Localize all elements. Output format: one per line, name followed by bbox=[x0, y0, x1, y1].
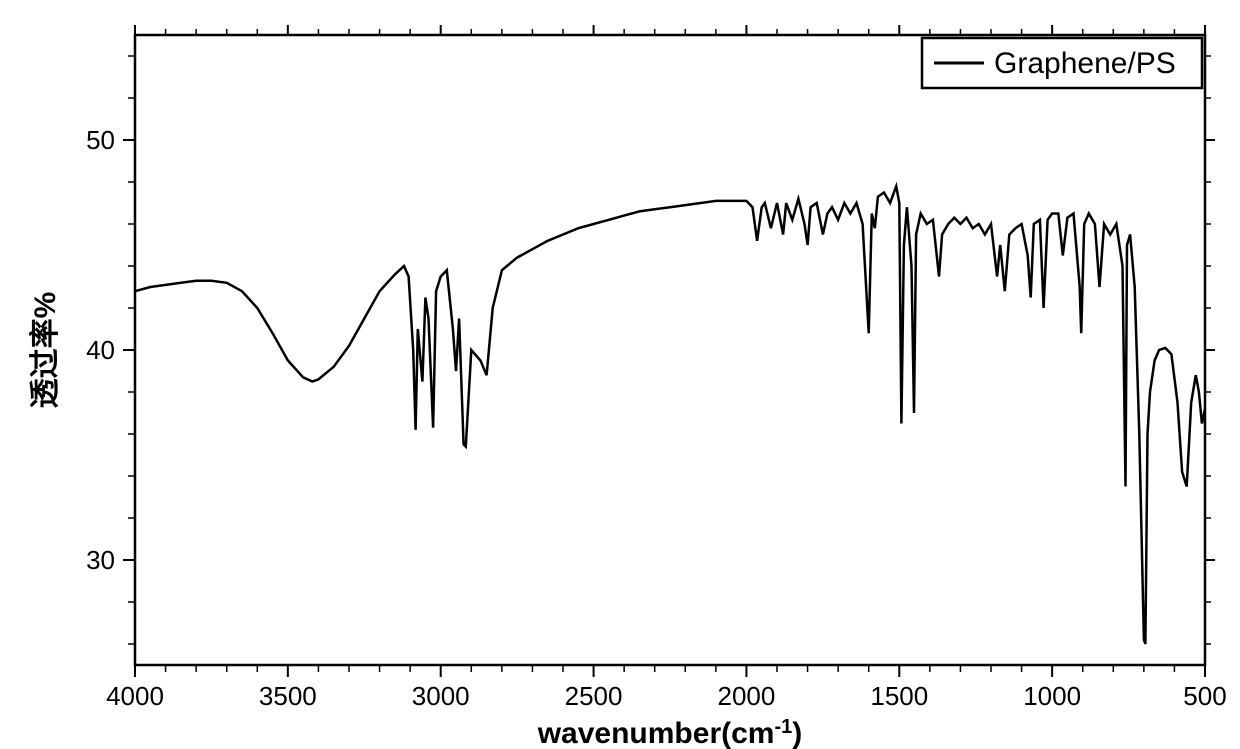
svg-text:wavenumber(cm-1): wavenumber(cm-1) bbox=[537, 716, 803, 749]
x-tick-label: 3000 bbox=[412, 681, 470, 711]
y-tick-label: 40 bbox=[86, 335, 115, 365]
chart-svg: 4000 3500 3000 2500 2000 1500 1000 500 30 40 50 wav… bbox=[0, 0, 1240, 749]
y-tick-label: 50 bbox=[86, 125, 115, 155]
x-tick-label: 1000 bbox=[1023, 681, 1081, 711]
x-axis-label: wavenumber(cm-1) bbox=[537, 716, 803, 749]
plot-area bbox=[135, 35, 1205, 665]
series-line bbox=[135, 186, 1205, 644]
x-tick-label: 2000 bbox=[718, 681, 776, 711]
y-axis-label: 透过率% bbox=[29, 292, 62, 409]
x-tick-label: 500 bbox=[1183, 681, 1226, 711]
x-tick-label: 4000 bbox=[106, 681, 164, 711]
ftir-chart: 4000 3500 3000 2500 2000 1500 1000 500 30 40 50 wav… bbox=[0, 0, 1240, 749]
x-tick-label: 3500 bbox=[259, 681, 317, 711]
y-tick-label: 30 bbox=[86, 545, 115, 575]
x-tick-label: 1500 bbox=[870, 681, 928, 711]
x-tick-label: 2500 bbox=[565, 681, 623, 711]
legend-label: Graphene/PS bbox=[994, 47, 1176, 80]
